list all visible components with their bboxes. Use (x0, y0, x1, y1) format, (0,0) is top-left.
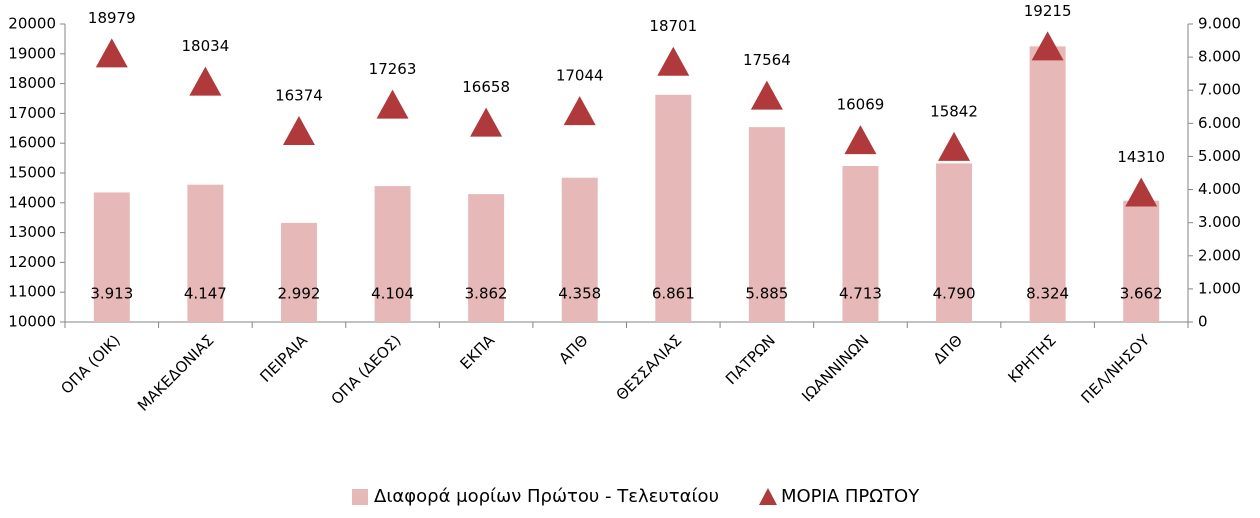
triangle-marker (376, 89, 409, 119)
bar-value-label: 4.147 (184, 285, 227, 303)
bar (842, 165, 879, 322)
x-tick-label: ΔΠΘ (930, 331, 966, 367)
bar-value-label: 4.104 (371, 285, 414, 303)
bar (187, 184, 224, 322)
x-tick-label: ΚΡΗΤΗΣ (1004, 331, 1059, 386)
y-tick-label: 14000 (8, 193, 56, 211)
point-value-label: 16069 (837, 96, 885, 114)
bar (561, 177, 598, 322)
bar-value-label: 4.790 (933, 285, 976, 303)
x-tick-label: ΑΠΘ (555, 331, 591, 367)
bar-value-label: 2.992 (277, 285, 320, 303)
triangle-marker (750, 80, 783, 110)
y2-tick-label: 1.000 (1198, 279, 1241, 297)
bar (1029, 46, 1066, 322)
point-value-label: 16658 (462, 78, 510, 96)
y2-tick-label: 9.000 (1198, 15, 1241, 33)
y2-tick-label: 5.000 (1198, 147, 1241, 165)
triangle-marker (189, 66, 222, 96)
triangle-marker (470, 107, 503, 137)
bar (468, 194, 505, 322)
x-tick-label: ΙΩΑΝΝΙΝΩΝ (798, 331, 872, 405)
y2-tick-label: 4.000 (1198, 180, 1241, 198)
bar-value-label: 6.861 (652, 285, 695, 303)
triangle-marker (844, 125, 877, 155)
bar (1123, 200, 1160, 322)
triangle-marker (282, 116, 315, 146)
point-value-label: 14310 (1117, 148, 1165, 166)
bar (936, 163, 973, 322)
bar (280, 222, 317, 322)
y2-tick-label: 2.000 (1198, 246, 1241, 264)
bar-value-label: 4.713 (839, 285, 882, 303)
bar-value-label: 3.862 (465, 285, 508, 303)
point-value-label: 18034 (182, 37, 230, 55)
x-tick-label: ΠΕΙΡΑΙΑ (256, 331, 311, 386)
legend-label: ΜΟΡΙΑ ΠΡΩΤΟΥ (781, 486, 920, 507)
y-tick-label: 17000 (8, 104, 56, 122)
point-value-label: 16374 (275, 87, 323, 105)
x-tick-label: ΠΑΤΡΩΝ (722, 331, 779, 388)
triangle-marker (95, 38, 128, 68)
y2-tick-label: 3.000 (1198, 213, 1241, 231)
point-value-label: 19215 (1024, 2, 1072, 20)
y-tick-label: 10000 (8, 313, 56, 331)
bar (93, 192, 130, 322)
triangle-marker (1125, 177, 1158, 207)
y-tick-label: 20000 (8, 15, 56, 33)
y2-tick-label: 6.000 (1198, 114, 1241, 132)
y-tick-label: 16000 (8, 134, 56, 152)
point-value-label: 18701 (649, 17, 697, 35)
bar-value-label: 8.324 (1026, 285, 1069, 303)
x-tick-label: ΜΑΚΕΔΟΝΙΑΣ (134, 331, 217, 414)
point-value-label: 17044 (556, 67, 604, 85)
y-tick-label: 13000 (8, 223, 56, 241)
y2-tick-label: 7.000 (1198, 81, 1241, 99)
bar-value-label: 4.358 (558, 285, 601, 303)
triangle-marker (563, 96, 596, 126)
legend-swatch (758, 488, 777, 505)
bar-value-label: 3.662 (1120, 285, 1163, 303)
triangle-marker (938, 131, 971, 161)
point-value-label: 15842 (930, 102, 978, 120)
point-value-label: 18979 (88, 9, 136, 27)
triangle-marker (1031, 31, 1064, 61)
bar (374, 186, 411, 322)
bar-value-label: 5.885 (745, 285, 788, 303)
y-tick-label: 15000 (8, 164, 56, 182)
bar-value-label: 3.913 (90, 285, 133, 303)
triangle-marker (657, 46, 690, 76)
y-tick-label: 19000 (8, 44, 56, 62)
x-tick-label: ΟΠΑ (ΟΙΚ) (57, 331, 123, 397)
point-value-label: 17564 (743, 51, 791, 69)
x-tick-label: ΘΕΣΣΑΛΙΑΣ (613, 331, 686, 404)
y-tick-label: 11000 (8, 283, 56, 301)
y-tick-label: 18000 (8, 74, 56, 92)
bar (655, 94, 692, 322)
x-tick-label: ΕΚΠΑ (457, 331, 499, 373)
legend-label: Διαφορά μορίων Πρώτου - Τελευταίου (374, 486, 719, 507)
bar (748, 127, 785, 322)
y-tick-label: 12000 (8, 253, 56, 271)
y2-tick-label: 8.000 (1198, 48, 1241, 66)
x-tick-label: ΠΕΛ/ΝΗΣΟΥ (1078, 331, 1154, 407)
y2-tick-label: 0 (1198, 313, 1208, 331)
x-tick-label: ΟΠΑ (ΔΕΟΣ) (328, 331, 405, 408)
point-value-label: 17263 (369, 60, 417, 78)
legend-swatch (352, 489, 368, 505)
